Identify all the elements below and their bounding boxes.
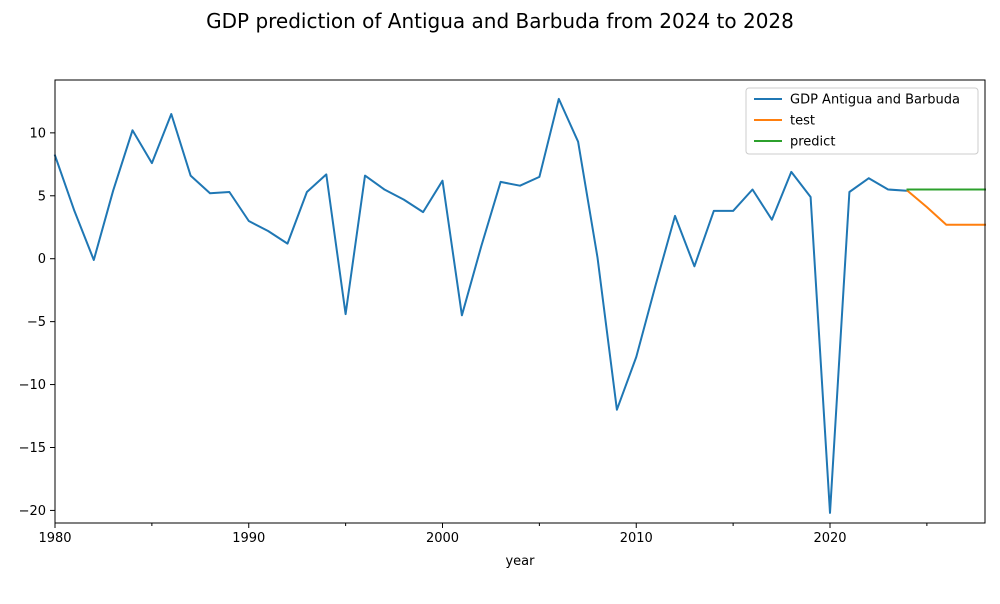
x-axis-label: year [505,554,535,569]
series-layer [53,97,986,514]
y-tick-label-1: 5 [38,189,46,204]
y-tick-label-3: −5 [27,315,46,330]
legend: GDP Antigua and Barbuda test predict [745,87,979,155]
y-tick-label-5: −15 [19,441,46,456]
legend-label-1: test [790,114,815,129]
y-tick-label-6: −20 [19,504,46,519]
y-tick-label-0: 10 [29,126,46,141]
plot-frame [54,79,986,524]
series-line-0 [53,97,909,514]
axis-layer: 1980 1990 2000 2010 2020 10 5 0 −5 −10 −15 −20 [19,126,928,546]
legend-items: GDP Antigua and Barbuda test predict [754,93,960,150]
legend-label-2: predict [790,135,835,150]
legend-label-0: GDP Antigua and Barbuda [790,93,960,108]
chart-title: GDP prediction of Antigua and Barbuda fr… [206,9,794,33]
y-tick-label-4: −10 [19,378,46,393]
x-tick-label-3: 2010 [620,531,653,546]
y-tick-label-2: 0 [38,252,46,267]
x-tick-label-0: 1980 [38,531,71,546]
x-tick-label-4: 2020 [813,531,846,546]
x-tick-label-1: 1990 [232,531,265,546]
series-line-1 [906,189,986,226]
legend-box [745,87,979,155]
x-tick-label-2: 2000 [426,531,459,546]
